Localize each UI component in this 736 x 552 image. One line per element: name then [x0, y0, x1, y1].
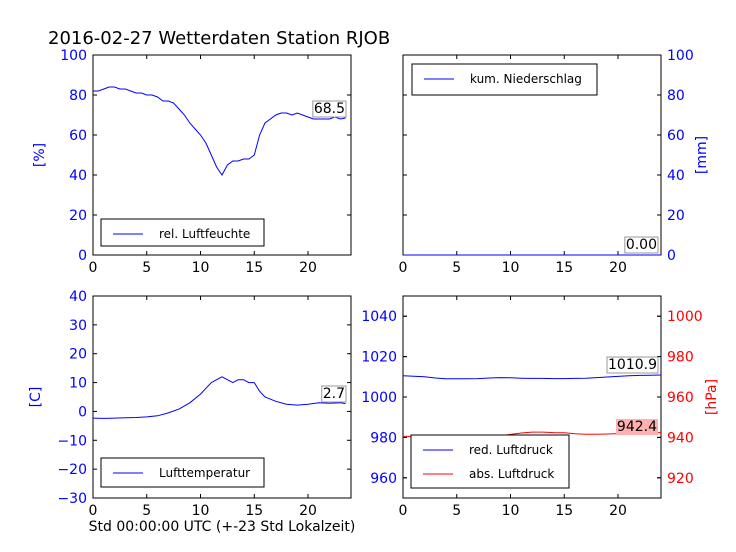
y-tick-label: 980: [370, 430, 397, 446]
x-tick-label: 5: [452, 503, 461, 519]
last-value-box: [615, 419, 659, 435]
y-tick-label: 1020: [361, 350, 397, 366]
chart-humidity: 0 5 10 15 20 0 20 40 60 80 100 [%] rel. Luftfeuchte 6…: [32, 48, 352, 276]
y-axis-label: [hPa]: [704, 379, 720, 415]
figure-xlabel: Std 00:00:00 UTC (+-23 Std Lokalzeit): [89, 519, 356, 535]
last-value-box: [606, 356, 659, 374]
x-tick-label: 20: [299, 503, 317, 519]
x-tick-label: 10: [192, 260, 210, 276]
x-tick-label: 20: [609, 503, 627, 519]
legend-label: kum. Niederschlag: [470, 72, 582, 86]
y-tick-label: 100: [60, 48, 87, 64]
y-tick-label: 1000: [361, 390, 397, 406]
x-tick-label: 15: [555, 503, 573, 519]
last-value-box: [624, 236, 659, 254]
x-tick-label: 0: [399, 260, 408, 276]
y-tick-label: 1040: [361, 309, 397, 325]
last-value-label: 942.4: [617, 419, 657, 435]
y-tick-label: 30: [69, 318, 87, 334]
legend-label: abs. Luftdruck: [469, 467, 554, 481]
last-value-label: 2.7: [323, 386, 345, 402]
y-tick-label: −30: [57, 491, 87, 507]
series-line: [402, 374, 662, 380]
x-tick-label: 0: [399, 503, 408, 519]
y-tick-label: 60: [69, 128, 87, 144]
series-line: [93, 86, 346, 176]
figure-title: 2016-02-27 Wetterdaten Station RJOB: [48, 28, 390, 49]
x-tick-label: 10: [192, 503, 210, 519]
x-tick-label: 20: [299, 260, 317, 276]
legend-box: [410, 434, 570, 489]
y-tick-label: 960: [667, 390, 694, 406]
last-value-box: [321, 385, 347, 403]
series-line: [92, 376, 346, 419]
legend-label: rel. Luftfeuchte: [159, 227, 250, 241]
y-axis-label: [C]: [28, 387, 44, 408]
y-tick-label: 20: [69, 347, 87, 363]
chart-precipitation: 0 5 10 15 20 0 20 40 60 80 100 [mm] kum. Niederschla…: [399, 48, 710, 276]
y-tick-label: 100: [667, 48, 694, 64]
x-tick-label: 10: [502, 260, 520, 276]
y-tick-label: 20: [69, 208, 87, 224]
y-tick-label: 940: [667, 430, 694, 446]
legend-label: red. Luftdruck: [469, 443, 553, 457]
last-value-label: 0.00: [626, 237, 657, 253]
y-tick-label: 0: [78, 404, 87, 420]
y-tick-label: −10: [57, 433, 87, 449]
y-tick-label: −20: [57, 462, 87, 478]
y-tick-label: 10: [69, 376, 87, 392]
legend-box: [100, 218, 265, 247]
last-value-label: 68.5: [314, 101, 345, 117]
x-tick-label: 15: [555, 260, 573, 276]
y-tick-label: 0: [667, 248, 676, 264]
y-tick-label: 40: [69, 168, 87, 184]
y-tick-label: 60: [667, 128, 685, 144]
x-tick-label: 0: [89, 260, 98, 276]
last-value-box: [312, 100, 347, 118]
y-tick-label: 80: [667, 88, 685, 104]
x-tick-label: 5: [452, 260, 461, 276]
chart-pressure: 0 5 10 15 20 960 980 1000 1020 1040 920 940 960 980 10…: [361, 295, 720, 519]
y-tick-label: 20: [667, 208, 685, 224]
chart-temperature: 0 5 10 15 20 −30 −20 −10 0 10 20 30 40 [C] Lufttempera…: [28, 289, 352, 519]
last-value-label: 1010.9: [608, 357, 657, 373]
x-tick-label: 15: [245, 260, 263, 276]
y-tick-label: 960: [370, 471, 397, 487]
x-tick-label: 10: [502, 503, 520, 519]
y-tick-label: 920: [667, 471, 694, 487]
y-tick-label: 0: [78, 248, 87, 264]
x-tick-label: 0: [89, 503, 98, 519]
y-tick-label: 80: [69, 88, 87, 104]
y-tick-label: 1000: [667, 309, 703, 325]
y-tick-label: 40: [69, 289, 87, 305]
x-tick-label: 15: [245, 503, 263, 519]
y-tick-label: 40: [667, 168, 685, 184]
y-axis-label: [%]: [32, 143, 48, 167]
x-tick-label: 5: [142, 503, 151, 519]
x-tick-label: 5: [142, 260, 151, 276]
x-tick-label: 20: [609, 260, 627, 276]
legend-label: Lufttemperatur: [159, 466, 250, 480]
y-tick-label: 980: [667, 350, 694, 366]
y-axis-label: [mm]: [694, 136, 710, 174]
